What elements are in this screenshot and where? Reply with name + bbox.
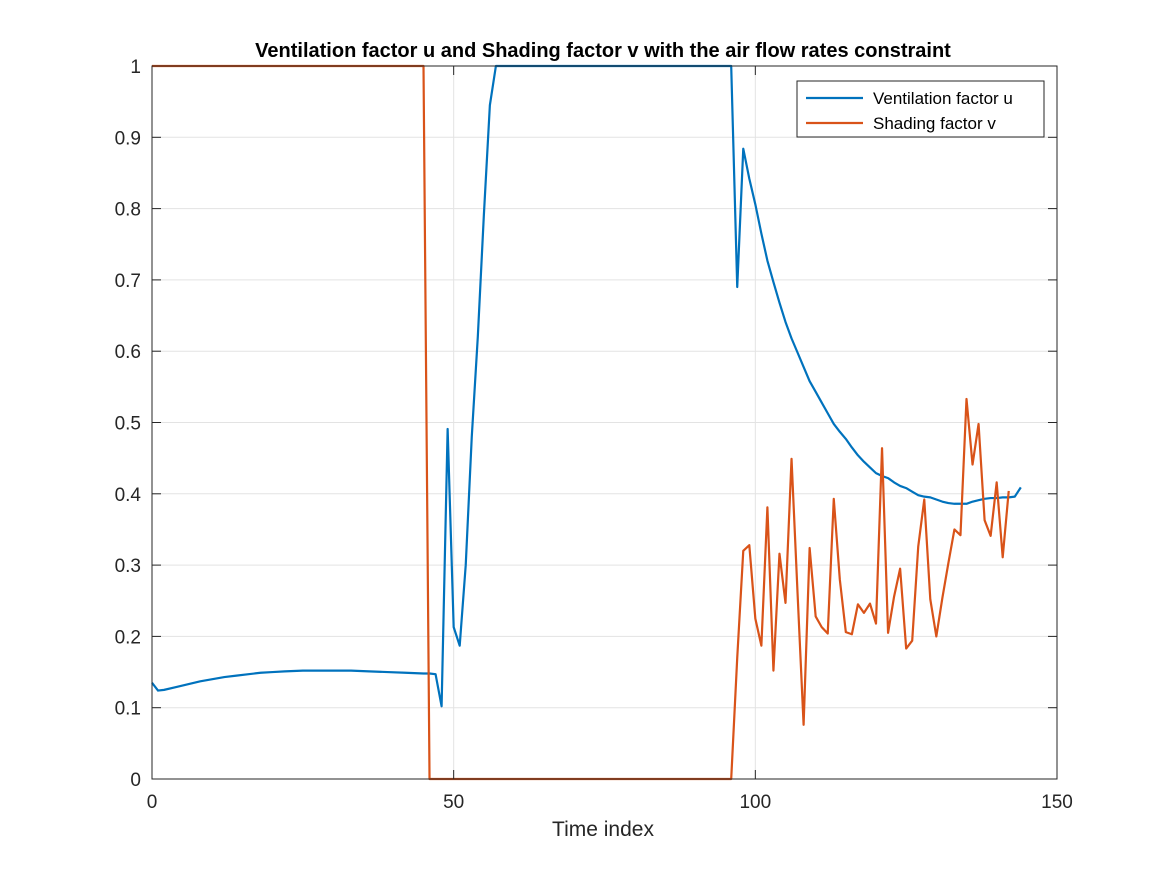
legend: Ventilation factor u Shading factor v <box>796 80 1045 138</box>
y-tick-label: 0.3 <box>115 556 141 577</box>
y-tick-label: 1 <box>130 57 141 78</box>
y-tick-label: 0.9 <box>115 128 141 149</box>
chart-title: Ventilation factor u and Shading factor … <box>255 40 951 62</box>
tick-labels: 0 0.1 0.2 0.3 0.4 0.5 0.6 0.7 0.8 0.9 1 0 50 100 150 <box>115 57 1073 813</box>
plot-area-border <box>151 65 1058 780</box>
x-axis-label: Time index <box>552 818 654 841</box>
axes-frame <box>151 65 1058 780</box>
x-tick-label: 100 <box>739 792 771 813</box>
y-tick-label: 0.5 <box>115 414 141 435</box>
y-tick-label: 0.7 <box>115 271 141 292</box>
x-tick-label: 50 <box>443 792 464 813</box>
series-line-ventilation-u <box>151 64 1022 708</box>
x-tick-label: 0 <box>147 792 158 813</box>
legend-label: Shading factor v <box>873 114 996 133</box>
y-tick-label: 0.8 <box>115 200 141 221</box>
y-tick-label: 0 <box>130 770 141 791</box>
y-tick-label: 0.6 <box>115 342 141 363</box>
x-tick-label: 150 <box>1041 792 1073 813</box>
y-tick-label: 0.1 <box>115 699 141 720</box>
y-tick-label: 0.2 <box>115 627 141 648</box>
legend-box <box>796 80 1045 138</box>
legend-label: Ventilation factor u <box>873 89 1013 108</box>
y-tick-label: 0.4 <box>115 485 142 506</box>
